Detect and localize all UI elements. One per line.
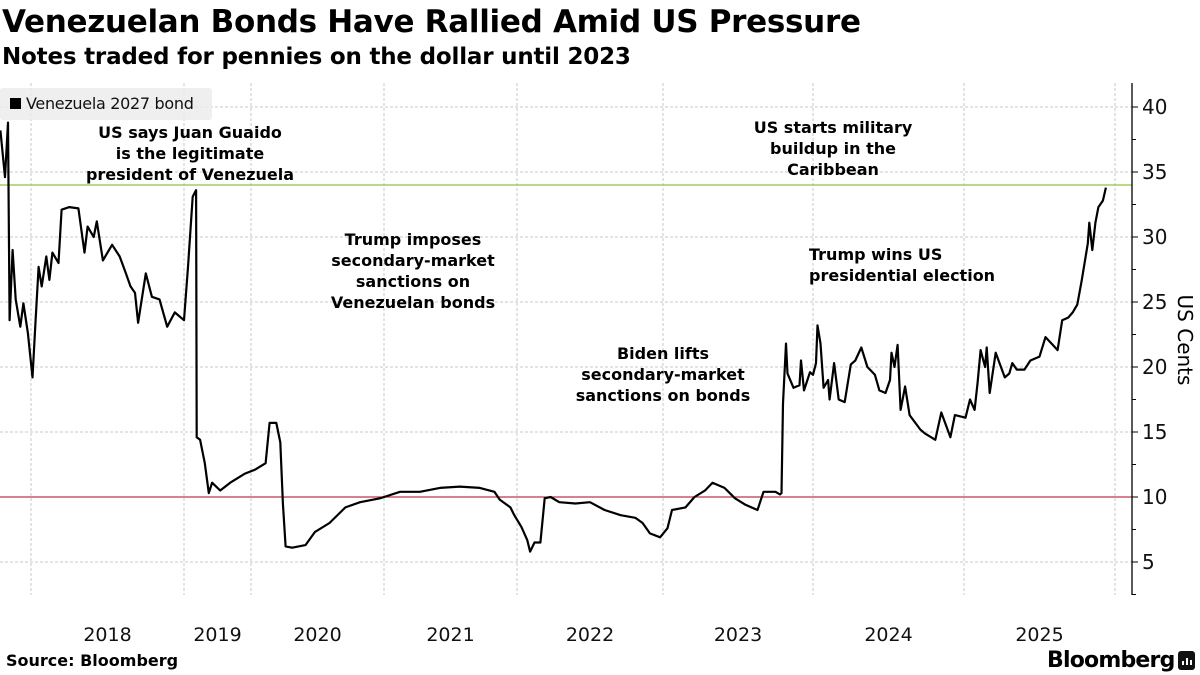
x-tick-label: 2021 — [426, 624, 474, 646]
y-tick-label: 20 — [1142, 355, 1167, 379]
annotation-line: US says Juan Guaido — [98, 123, 282, 142]
x-tick-label: 2024 — [864, 624, 912, 646]
legend-label: Venezuela 2027 bond — [26, 94, 194, 113]
y-tick-label: 15 — [1142, 420, 1167, 444]
series-line-venezuela-2027-bond — [0, 121, 1107, 553]
annotation-biden-lifts: Biden lifts secondary-market sanctions o… — [576, 343, 751, 406]
legend-swatch-icon — [10, 98, 21, 109]
y-tick-label: 30 — [1142, 225, 1167, 249]
annotation-line: secondary-market — [581, 365, 745, 384]
y-tick-label: 40 — [1142, 95, 1167, 119]
x-tick-label: 2019 — [193, 624, 241, 646]
annotation-trump-wins: Trump wins US presidential election — [809, 244, 995, 286]
x-tick-label: 2020 — [293, 624, 341, 646]
x-tick-label: 2022 — [566, 624, 614, 646]
annotation-line: presidential election — [809, 266, 996, 285]
x-tick-label: 2023 — [714, 624, 762, 646]
chart-subtitle: Notes traded for pennies on the dollar u… — [2, 44, 631, 70]
y-tick-label: 25 — [1142, 290, 1167, 314]
bloomberg-logo: Bloomberg — [1047, 648, 1175, 673]
chart-title: Venezuelan Bonds Have Rallied Amid US Pr… — [2, 4, 861, 40]
annotation-guaido: US says Juan Guaido is the legitimate pr… — [86, 122, 294, 185]
y-tick-label: 5 — [1142, 550, 1155, 574]
annotation-line: is the legitimate — [115, 144, 265, 163]
annotation-line: buildup in the — [769, 139, 897, 158]
annotation-trump-sanctions: Trump imposes secondary-market sanctions… — [331, 229, 495, 313]
y-axis: 5 10 15 20 25 30 35 40 — [1131, 83, 1167, 595]
annotation-line: Biden lifts — [616, 344, 710, 363]
annotation-military-buildup: US starts military buildup in the Caribb… — [754, 117, 913, 180]
annotation-line: Trump wins US — [809, 245, 943, 264]
annotation-line: Venezuelan bonds — [330, 293, 496, 312]
x-tick-label: 2018 — [83, 624, 131, 646]
annotation-line: US starts military — [753, 118, 913, 137]
y-tick-label: 10 — [1142, 485, 1167, 509]
annotation-line: Caribbean — [787, 160, 879, 179]
annotation-line: sanctions on — [355, 272, 471, 291]
annotation-line: secondary-market — [331, 251, 495, 270]
annotation-line: Trump imposes — [344, 230, 482, 249]
series-layer — [0, 121, 1107, 553]
annotation-line: president of Venezuela — [85, 165, 295, 184]
legend: Venezuela 2027 bond — [0, 88, 212, 120]
annotation-line: sanctions on bonds — [575, 386, 751, 405]
x-axis-tick-labels: 2018 2019 2020 2021 2022 2023 2024 2025 — [83, 624, 1063, 646]
reference-lines — [0, 184, 1132, 498]
y-tick-label: 35 — [1142, 160, 1167, 184]
bloomberg-chart-icon — [1178, 651, 1195, 670]
x-tick-label: 2025 — [1015, 624, 1063, 646]
y-axis-label: US Cents — [1173, 294, 1197, 386]
source-note: Source: Bloomberg — [6, 651, 179, 670]
